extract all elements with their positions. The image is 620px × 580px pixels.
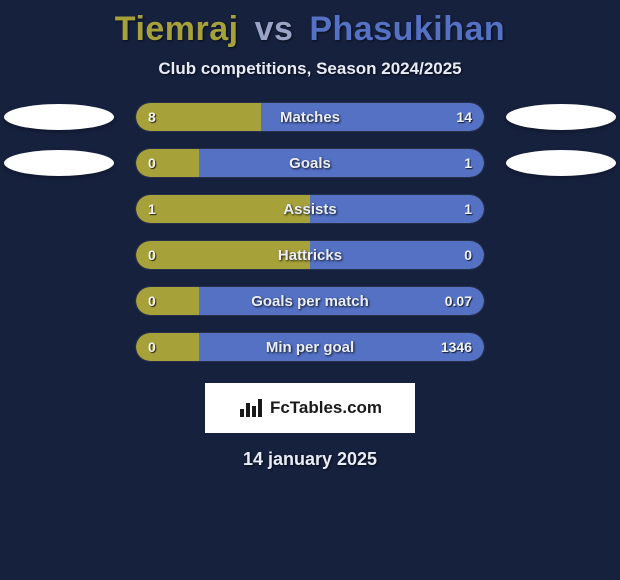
bar-fill-left [136,333,199,361]
stat-value-right: 0 [464,241,472,269]
bar-fill-left [136,149,199,177]
stat-value-left: 0 [148,287,156,315]
stat-row: 00Hattricks [0,241,620,269]
stat-value-left: 1 [148,195,156,223]
stat-row: 00.07Goals per match [0,287,620,315]
comparison-card: Tiemraj vs Phasukihan Club competitions,… [0,0,620,470]
stat-value-left: 8 [148,103,156,131]
stat-value-right: 1346 [441,333,472,361]
stat-bar: 11Assists [136,195,484,223]
bar-fill-left [136,241,310,269]
stat-value-right: 1 [464,149,472,177]
logo-box: FcTables.com [205,383,415,433]
bar-chart-icon [238,397,264,419]
player1-badge [4,104,114,130]
stat-row: 11Assists [0,195,620,223]
player2-name: Phasukihan [309,10,505,48]
vs-text: vs [255,10,294,48]
bar-fill-right [199,287,484,315]
stat-bar: 814Matches [136,103,484,131]
stat-value-left: 0 [148,149,156,177]
stat-value-left: 0 [148,241,156,269]
date-text: 14 january 2025 [243,449,377,470]
stat-bar: 01346Min per goal [136,333,484,361]
stat-row: 01346Min per goal [0,333,620,361]
stat-bar: 00Hattricks [136,241,484,269]
stat-bar: 01Goals [136,149,484,177]
bar-fill-right [310,241,484,269]
stat-row: 01Goals [0,149,620,177]
player2-badge [506,104,616,130]
bar-fill-right [199,149,484,177]
player2-badge [506,150,616,176]
page-title: Tiemraj vs Phasukihan [115,10,505,49]
stat-value-right: 0.07 [445,287,472,315]
stat-value-right: 1 [464,195,472,223]
bar-fill-left [136,287,199,315]
stat-bar: 00.07Goals per match [136,287,484,315]
bar-fill-right [261,103,484,131]
subtitle: Club competitions, Season 2024/2025 [158,59,461,79]
stats-rows: 814Matches01Goals11Assists00Hattricks00.… [0,103,620,361]
player1-badge [4,150,114,176]
stat-row: 814Matches [0,103,620,131]
player1-name: Tiemraj [115,10,239,48]
stat-value-right: 14 [456,103,472,131]
logo-text: FcTables.com [270,398,382,418]
stat-value-left: 0 [148,333,156,361]
bar-fill-left [136,195,310,223]
bar-fill-right [310,195,484,223]
